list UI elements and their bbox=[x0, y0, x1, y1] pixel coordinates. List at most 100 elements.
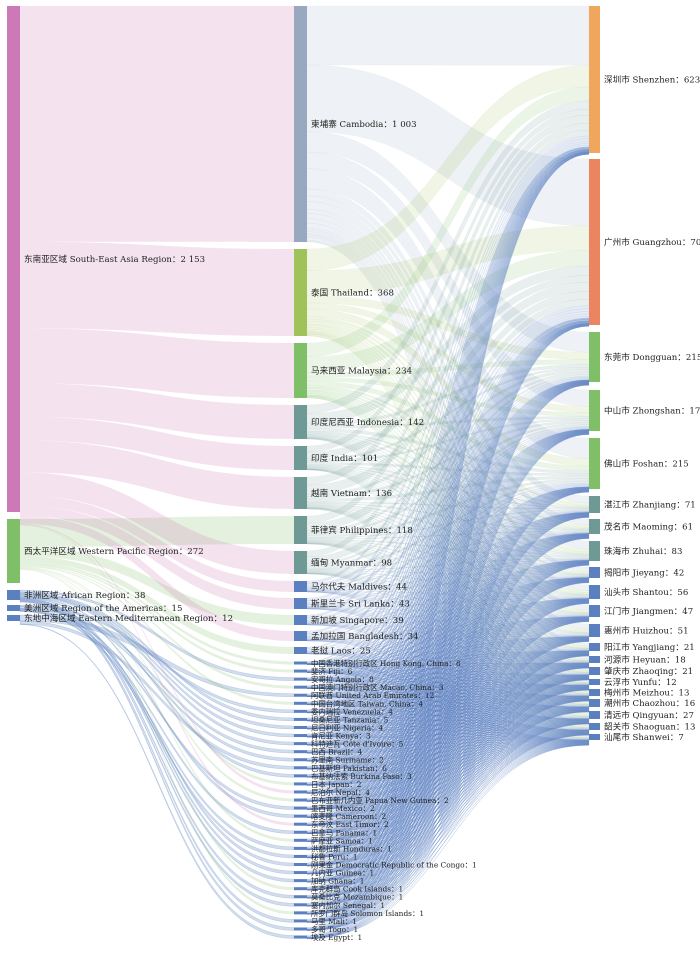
region-node[interactable] bbox=[7, 590, 20, 600]
flow-country-to-city bbox=[306, 665, 590, 794]
country-node[interactable] bbox=[294, 935, 307, 939]
country-node[interactable] bbox=[294, 854, 307, 858]
city-node[interactable] bbox=[589, 723, 600, 730]
city-node[interactable] bbox=[589, 605, 600, 617]
city-node[interactable] bbox=[589, 159, 600, 325]
flow-country-to-city bbox=[306, 578, 590, 729]
flow-country-to-city bbox=[306, 709, 590, 794]
country-node[interactable] bbox=[294, 343, 307, 398]
country-node[interactable] bbox=[294, 677, 307, 681]
country-node[interactable] bbox=[294, 798, 307, 802]
country-node[interactable] bbox=[294, 709, 307, 713]
city-node[interactable] bbox=[589, 519, 600, 534]
region-node[interactable] bbox=[7, 615, 20, 621]
city-node[interactable] bbox=[589, 332, 600, 382]
country-node[interactable] bbox=[294, 790, 307, 794]
country-node[interactable] bbox=[294, 782, 307, 786]
city-node[interactable] bbox=[589, 734, 600, 740]
city-label: 珠海市 Zhuhai：83 bbox=[604, 545, 683, 557]
country-node[interactable] bbox=[294, 516, 307, 544]
city-node[interactable] bbox=[589, 496, 600, 513]
region-node[interactable] bbox=[7, 519, 20, 583]
country-node[interactable] bbox=[294, 725, 307, 729]
city-node[interactable] bbox=[589, 624, 600, 637]
country-node[interactable] bbox=[294, 895, 307, 899]
country-node[interactable] bbox=[294, 615, 307, 625]
country-node[interactable] bbox=[294, 693, 307, 697]
country-node[interactable] bbox=[294, 647, 307, 654]
country-node[interactable] bbox=[294, 822, 307, 826]
country-node[interactable] bbox=[294, 717, 307, 721]
country-node[interactable] bbox=[294, 846, 307, 850]
flow-country-to-city bbox=[306, 617, 590, 754]
flow-country-to-city bbox=[306, 728, 590, 732]
country-node[interactable] bbox=[294, 581, 307, 592]
flow-country-to-city bbox=[306, 665, 590, 818]
flow-country-to-city bbox=[306, 696, 590, 722]
country-node[interactable] bbox=[294, 742, 307, 746]
flow-country-to-city bbox=[306, 696, 590, 731]
flow-country-to-city bbox=[306, 639, 590, 818]
country-node[interactable] bbox=[294, 405, 307, 439]
country-node[interactable] bbox=[294, 766, 307, 770]
flow-country-to-city bbox=[306, 720, 590, 732]
country-node[interactable] bbox=[294, 774, 307, 778]
flow-country-to-city bbox=[306, 600, 590, 794]
country-node[interactable] bbox=[294, 871, 307, 875]
flow-country-to-city bbox=[306, 680, 590, 720]
country-node[interactable] bbox=[294, 830, 307, 834]
flow-country-to-city bbox=[306, 732, 590, 802]
country-node[interactable] bbox=[294, 6, 307, 242]
country-node[interactable] bbox=[294, 863, 307, 866]
country-node[interactable] bbox=[294, 446, 307, 470]
city-node[interactable] bbox=[589, 711, 600, 719]
city-node[interactable] bbox=[589, 699, 600, 707]
country-node[interactable] bbox=[294, 814, 307, 818]
country-node[interactable] bbox=[294, 879, 307, 883]
city-node[interactable] bbox=[589, 390, 600, 431]
flow-country-to-city bbox=[306, 618, 590, 778]
flow-country-to-city bbox=[306, 535, 590, 786]
city-node[interactable] bbox=[589, 6, 600, 153]
flow-country-to-city bbox=[306, 600, 590, 802]
country-node[interactable] bbox=[294, 927, 307, 931]
country-node[interactable] bbox=[294, 598, 307, 609]
country-node[interactable] bbox=[294, 249, 307, 336]
flow-country-to-city bbox=[306, 687, 590, 802]
country-node[interactable] bbox=[294, 758, 307, 762]
city-node[interactable] bbox=[589, 541, 600, 561]
country-node[interactable] bbox=[294, 477, 307, 509]
flow-country-to-city bbox=[306, 651, 590, 738]
country-node[interactable] bbox=[294, 661, 307, 665]
flow-country-to-city bbox=[306, 742, 590, 810]
city-node[interactable] bbox=[589, 656, 600, 663]
country-node[interactable] bbox=[294, 734, 307, 738]
country-node[interactable] bbox=[294, 685, 307, 689]
country-node[interactable] bbox=[294, 551, 307, 574]
country-node[interactable] bbox=[294, 887, 307, 891]
city-node[interactable] bbox=[589, 667, 600, 675]
city-node[interactable] bbox=[589, 679, 600, 685]
flow-country-to-city bbox=[306, 672, 590, 676]
flow-country-to-city bbox=[306, 536, 590, 834]
flow-country-to-city bbox=[306, 638, 590, 810]
country-node[interactable] bbox=[294, 806, 307, 810]
country-node[interactable] bbox=[294, 669, 307, 673]
country-node[interactable] bbox=[294, 701, 307, 705]
city-node[interactable] bbox=[589, 567, 600, 578]
flow-country-to-city bbox=[306, 731, 590, 738]
city-node[interactable] bbox=[589, 585, 600, 599]
country-node[interactable] bbox=[294, 919, 307, 923]
city-node[interactable] bbox=[589, 438, 600, 489]
city-node[interactable] bbox=[589, 689, 600, 696]
flow-country-to-city bbox=[306, 600, 590, 778]
city-node[interactable] bbox=[589, 643, 600, 651]
country-node[interactable] bbox=[294, 750, 307, 754]
region-node[interactable] bbox=[7, 6, 20, 512]
country-node[interactable] bbox=[294, 911, 307, 915]
country-node[interactable] bbox=[294, 631, 307, 641]
flow-country-to-city bbox=[306, 652, 590, 754]
country-node[interactable] bbox=[294, 903, 307, 907]
country-node[interactable] bbox=[294, 838, 307, 842]
region-node[interactable] bbox=[7, 605, 20, 611]
